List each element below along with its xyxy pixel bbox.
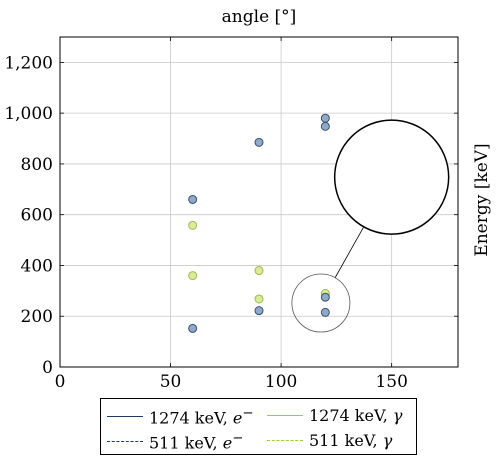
legend-swatch [107, 441, 143, 443]
legend-label: 1274 keV, e− [149, 406, 254, 428]
legend-swatch [267, 415, 303, 416]
legend-item: 511 keV, e− [107, 431, 243, 452]
x-tick-label: 0 [55, 372, 66, 392]
data-point [254, 266, 264, 276]
x-tick-label: 100 [265, 372, 297, 392]
data-point [188, 194, 198, 204]
legend-swatch [107, 416, 143, 418]
x-tick-label: 150 [375, 372, 407, 392]
data-point [188, 323, 198, 333]
legend: 1274 keV, e− 1274 keV, γ 511 keV, e− 511 ke… [100, 398, 417, 455]
ticks [59, 37, 458, 368]
legend-label: 511 keV, e− [149, 431, 244, 453]
y-tick-label: 600 [21, 206, 53, 226]
data-points [188, 113, 330, 333]
data-point [320, 292, 330, 302]
legend-label: 511 keV, γ [309, 431, 393, 450]
zoom-connector [334, 226, 365, 278]
zoom-inset [291, 119, 450, 333]
data-point [320, 307, 330, 317]
y-tick-label: 400 [21, 256, 53, 276]
y-axis-title: Energy [keV] [472, 143, 492, 256]
zoom-target-circle [333, 119, 450, 235]
data-point [188, 220, 198, 230]
x-tick-label: 50 [160, 372, 182, 392]
data-point [254, 306, 264, 316]
data-point [254, 294, 264, 304]
data-point [320, 121, 330, 131]
data-point [320, 113, 330, 123]
legend-item: 511 keV, γ [267, 431, 392, 450]
y-tick-label: 800 [21, 155, 53, 175]
plot-frame [59, 36, 459, 368]
data-point [254, 137, 264, 147]
data-point [188, 271, 198, 281]
y-tick-label: 1,200 [4, 53, 53, 73]
legend-label: 1274 keV, γ [309, 406, 403, 425]
y-tick-label: 200 [21, 307, 53, 327]
legend-item: 1274 keV, e− [107, 406, 254, 427]
legend-swatch [267, 440, 303, 441]
y-tick-label: 0 [42, 358, 53, 378]
legend-item: 1274 keV, γ [267, 406, 402, 425]
chart-title: angle [°] [222, 7, 297, 27]
tick-labels: 0 50 100 150 0 200 400 600 800 1,000 1,200 [4, 53, 408, 392]
zoom-source-circle [291, 273, 351, 333]
y-tick-label: 1,000 [4, 104, 53, 124]
